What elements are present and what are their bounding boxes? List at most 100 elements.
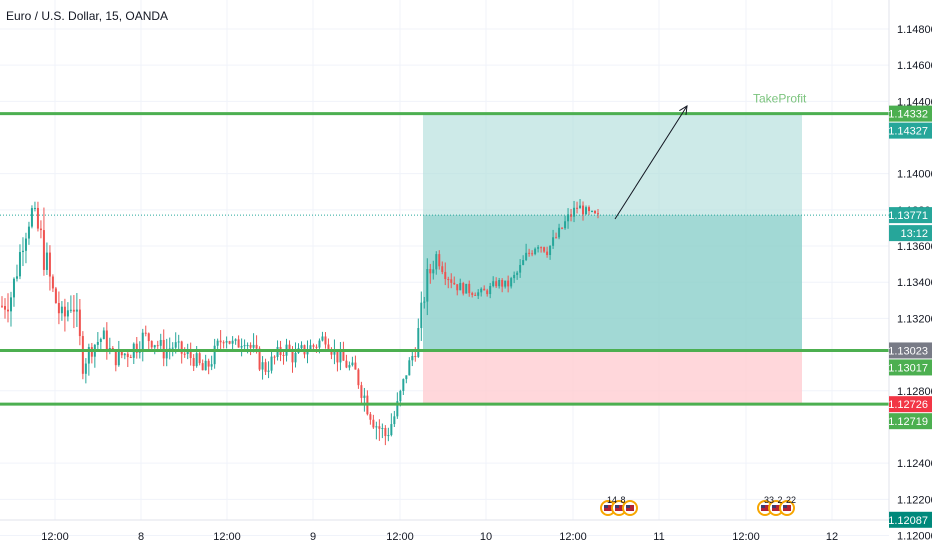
candle-body xyxy=(345,360,348,368)
candle-body xyxy=(309,345,312,352)
candle-body xyxy=(15,276,18,279)
candle-body xyxy=(387,435,390,437)
candle-body xyxy=(405,375,408,380)
candle-body xyxy=(228,341,231,344)
candle-body xyxy=(291,350,294,363)
candle-body xyxy=(198,353,201,364)
candle-body xyxy=(69,309,72,311)
candle-body xyxy=(63,306,66,317)
candle-body xyxy=(507,280,510,287)
event-count-label: 2 xyxy=(777,495,782,505)
candle-body xyxy=(57,303,60,314)
candle-body xyxy=(30,208,33,227)
candle-body xyxy=(282,354,285,356)
candle-body xyxy=(432,269,435,274)
candle-body xyxy=(243,345,246,347)
candle-body xyxy=(339,350,342,363)
candle-body xyxy=(357,369,360,386)
time-axis[interactable]: 12:00 8 12:00 9 12:00 10 12:00 11 12:00 12 xyxy=(41,531,838,543)
candle-body xyxy=(372,419,375,428)
projection-arrow[interactable] xyxy=(614,105,688,220)
candle-body xyxy=(1,305,3,307)
economic-events[interactable]: 14 8 33 2 22 xyxy=(600,495,796,516)
us-flag-canton xyxy=(626,505,630,508)
candle-body xyxy=(177,341,180,343)
candle-body xyxy=(156,345,159,347)
y-tick-label: 1.12800 xyxy=(897,386,932,398)
candle-body xyxy=(444,271,447,280)
candle-body xyxy=(72,309,75,312)
candle-body xyxy=(447,279,450,281)
chart-grid xyxy=(0,0,889,537)
candle-body xyxy=(9,297,12,312)
candle-body xyxy=(324,336,327,345)
candle-body xyxy=(327,344,330,351)
candle-body xyxy=(255,344,258,349)
candle-body xyxy=(252,344,255,348)
candle-body xyxy=(321,336,324,341)
price-axis[interactable]: 1.148001.146001.144001.140001.138001.136… xyxy=(897,24,932,543)
candle-body xyxy=(519,264,522,273)
candle-body xyxy=(207,360,210,367)
candle-body xyxy=(60,306,63,314)
x-tick-label: 12 xyxy=(826,531,838,543)
candle-body xyxy=(360,385,363,398)
candle-body xyxy=(288,344,291,351)
price-badge-text: 1.13771 xyxy=(888,210,928,222)
candle-body xyxy=(84,363,87,374)
candle-body xyxy=(18,252,21,277)
profit-zone-filled xyxy=(423,215,802,351)
candle-body xyxy=(462,283,465,294)
candle-body xyxy=(537,247,540,249)
price-badge-text: 1.12719 xyxy=(888,416,928,428)
candle-body xyxy=(183,353,186,355)
candle-body xyxy=(48,252,51,277)
us-flag-canton xyxy=(761,505,765,508)
price-badges: 1.14332 1.14327 1.13771 13:12 1.13023 1.13017… xyxy=(888,105,932,528)
price-badge xyxy=(889,396,932,413)
candle-body xyxy=(54,288,57,304)
candle-body xyxy=(330,350,333,355)
event-count-label: 22 xyxy=(786,495,796,505)
candle-body xyxy=(579,205,582,209)
candle-body xyxy=(501,280,504,287)
candle-body xyxy=(105,330,108,352)
price-badge xyxy=(889,342,932,359)
candle-body xyxy=(582,205,585,215)
candle-body xyxy=(165,349,168,359)
x-tick-label: 12:00 xyxy=(213,531,241,543)
candle-body xyxy=(456,284,459,291)
candle-body xyxy=(27,226,30,239)
y-tick-label: 1.13200 xyxy=(897,313,932,325)
candle-body xyxy=(588,207,591,212)
candle-body xyxy=(573,207,576,217)
candle-body xyxy=(66,310,69,317)
candle-body xyxy=(441,266,444,272)
candle-body xyxy=(87,347,90,364)
candle-body xyxy=(408,360,411,376)
candle-body xyxy=(516,272,519,275)
event-count-label: 33 xyxy=(764,495,774,505)
support-resistance-levels[interactable] xyxy=(0,112,889,406)
candle-body xyxy=(153,345,156,348)
us-flag-canton xyxy=(615,505,619,508)
x-tick-label: 12:00 xyxy=(732,531,760,543)
candle-body xyxy=(417,328,420,357)
candle-body xyxy=(312,345,315,347)
candle-body xyxy=(363,395,366,398)
candle-body xyxy=(258,348,261,370)
candle-body xyxy=(333,349,336,355)
candle-body xyxy=(522,260,525,265)
candle-body xyxy=(351,362,354,366)
candle-body xyxy=(117,350,120,366)
candle-body xyxy=(492,281,495,287)
candle-body xyxy=(342,350,345,361)
candle-body xyxy=(6,309,9,312)
candle-body xyxy=(315,346,318,348)
x-tick-label: 12:00 xyxy=(41,531,69,543)
candle-body xyxy=(429,268,432,274)
candle-body xyxy=(261,362,264,370)
price-badge xyxy=(889,413,932,430)
x-tick-label: 9 xyxy=(310,531,316,543)
